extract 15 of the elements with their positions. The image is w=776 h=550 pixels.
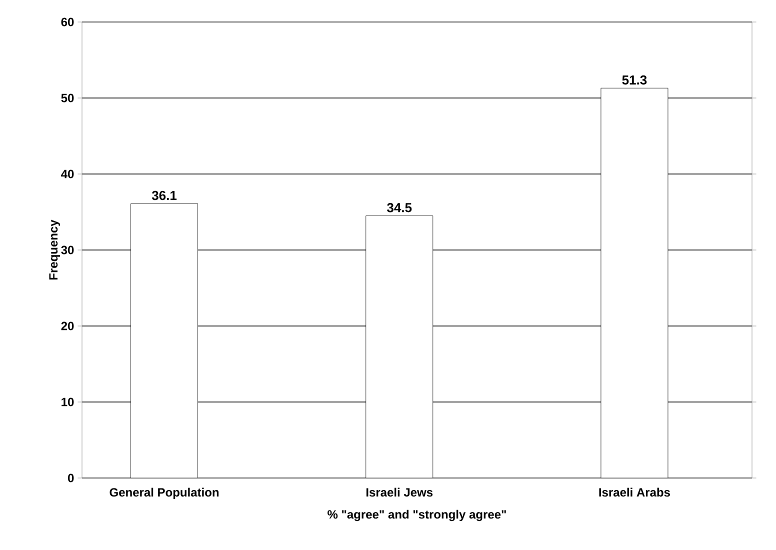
y-tick-label: 30 [61, 246, 74, 254]
y-tick-label: 10 [62, 398, 74, 406]
data-label: 34.5 [387, 203, 412, 212]
y-tick-label: 40 [61, 170, 74, 178]
x-axis-title: % "agree" and "strongly agree" [328, 510, 506, 522]
x-tick-label: Israeli Arabs [599, 488, 670, 497]
x-tick-label: General Population [110, 488, 219, 499]
y-tick-label: 20 [61, 322, 74, 330]
y-tick-label: 60 [61, 18, 74, 26]
data-label: 36.1 [152, 190, 177, 200]
data-label: 51.3 [622, 75, 647, 85]
y-tick-label: 0 [68, 474, 74, 482]
x-tick-label: Israeli Jews [366, 488, 433, 497]
y-axis-title: Frequency [49, 220, 60, 280]
y-tick-label: 50 [61, 94, 74, 102]
